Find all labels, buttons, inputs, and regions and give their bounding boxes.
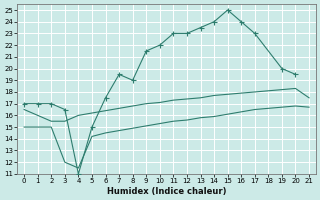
X-axis label: Humidex (Indice chaleur): Humidex (Indice chaleur) xyxy=(107,187,226,196)
